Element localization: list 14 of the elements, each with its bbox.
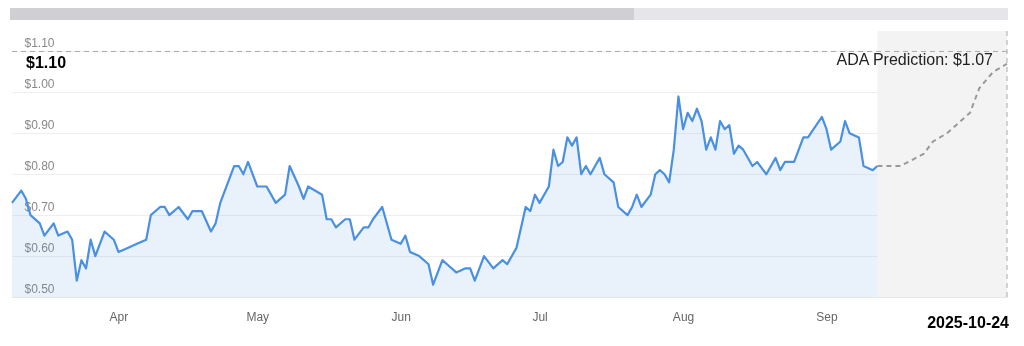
y-tick-label: $0.80	[24, 158, 55, 173]
x-tick-label: Aug	[672, 309, 695, 324]
ref-line-label: 2025-10-24	[927, 314, 1010, 331]
x-tick-label: Jun	[391, 309, 411, 324]
x-tick-label: Sep	[816, 309, 839, 324]
x-tick-label: Apr	[109, 309, 129, 324]
annotation: ADA Prediction: $1.07	[836, 50, 994, 68]
y-tick-label: $0.50	[24, 281, 55, 296]
y-tick-label: $0.90	[24, 117, 55, 132]
y-tick-label: $1.10	[24, 35, 55, 50]
y-tick-label: $0.60	[24, 240, 55, 255]
y-tick-label: $1.00	[24, 76, 55, 91]
x-tick-label: May	[246, 309, 270, 324]
x-tick-label: Jul	[532, 309, 548, 324]
